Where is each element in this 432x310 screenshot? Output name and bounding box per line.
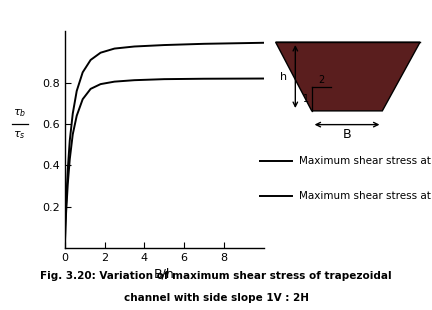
Text: Maximum shear stress at sides: Maximum shear stress at sides — [299, 191, 432, 201]
Text: 1: 1 — [303, 94, 309, 104]
Text: Maximum shear stress at bed: Maximum shear stress at bed — [299, 156, 432, 166]
Text: channel with side slope 1V : 2H: channel with side slope 1V : 2H — [124, 293, 308, 303]
Text: Fig. 3.20: Variation of maximum shear stress of trapezoidal: Fig. 3.20: Variation of maximum shear st… — [40, 271, 392, 281]
Text: h: h — [280, 73, 287, 82]
Text: $\tau_s$: $\tau_s$ — [13, 129, 26, 141]
Polygon shape — [276, 42, 420, 111]
Text: 2: 2 — [318, 75, 325, 86]
Text: $\tau_b$: $\tau_b$ — [13, 107, 26, 119]
X-axis label: B/h: B/h — [154, 267, 175, 280]
Text: B: B — [343, 128, 351, 141]
